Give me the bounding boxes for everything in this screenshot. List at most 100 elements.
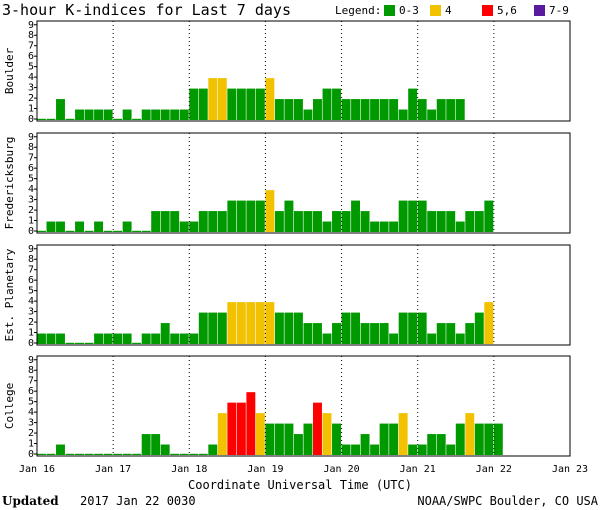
bar-boulder-22 xyxy=(246,88,256,120)
y-tick-label: 4 xyxy=(28,72,34,83)
bar-college-44 xyxy=(455,423,465,455)
y-tick-label: 9 xyxy=(28,132,34,143)
bar-college-46 xyxy=(474,423,484,455)
bar-college-3 xyxy=(65,453,75,455)
bar-boulder-12 xyxy=(151,109,161,120)
y-tick-label: 9 xyxy=(28,20,34,31)
bar-fredericksburg-43 xyxy=(446,211,456,232)
bar-boulder-39 xyxy=(408,88,418,120)
legend-swatch-0-3 xyxy=(384,5,395,16)
legend-swatch-4 xyxy=(430,5,441,16)
bar-boulder-42 xyxy=(436,99,446,120)
bar-college-45 xyxy=(465,413,475,455)
bar-est-planetary-27 xyxy=(293,312,303,344)
y-tick-label: 8 xyxy=(28,30,34,41)
bar-boulder-13 xyxy=(160,109,170,120)
bar-boulder-24 xyxy=(265,78,275,120)
bar-fredericksburg-6 xyxy=(94,221,104,232)
series-name-fredericksburg: Fredericksburg xyxy=(3,137,16,230)
bar-college-30 xyxy=(322,413,332,455)
bar-college-6 xyxy=(94,453,104,455)
bar-fredericksburg-39 xyxy=(408,200,418,232)
bar-fredericksburg-35 xyxy=(370,221,380,232)
y-tick-label: 2 xyxy=(28,205,34,216)
bar-boulder-18 xyxy=(208,78,218,120)
bar-college-40 xyxy=(417,444,427,455)
x-tick-label: Jan 21 xyxy=(400,464,436,475)
bar-est-planetary-33 xyxy=(351,312,361,344)
y-tick-label: 1 xyxy=(28,328,34,339)
y-tick-label: 6 xyxy=(28,275,34,286)
series-name-boulder: Boulder xyxy=(3,47,16,94)
y-tick-label: 3 xyxy=(28,83,34,94)
bar-boulder-41 xyxy=(427,109,437,120)
bar-boulder-38 xyxy=(398,109,408,120)
panel-frame xyxy=(36,20,571,122)
bar-fredericksburg-27 xyxy=(293,211,303,232)
bar-est-planetary-12 xyxy=(151,333,161,344)
bar-fredericksburg-31 xyxy=(332,211,341,232)
bar-est-planetary-24 xyxy=(265,302,275,344)
bar-est-planetary-8 xyxy=(113,333,123,344)
bar-fredericksburg-1 xyxy=(46,221,56,232)
bar-est-planetary-17 xyxy=(198,312,208,344)
bar-fredericksburg-20 xyxy=(227,200,237,232)
x-tick-label: Jan 22 xyxy=(476,464,512,475)
bar-college-27 xyxy=(293,434,303,455)
bar-boulder-30 xyxy=(322,88,332,120)
bar-est-planetary-29 xyxy=(313,323,322,344)
bar-boulder-35 xyxy=(370,99,380,120)
bar-est-planetary-19 xyxy=(217,312,227,344)
bar-est-planetary-44 xyxy=(455,333,465,344)
bar-boulder-0 xyxy=(37,118,46,120)
y-tick-label: 6 xyxy=(28,51,34,62)
bar-college-33 xyxy=(351,444,361,455)
bar-fredericksburg-17 xyxy=(198,211,208,232)
bar-fredericksburg-10 xyxy=(132,230,142,232)
bar-est-planetary-39 xyxy=(408,312,418,344)
bar-est-planetary-2 xyxy=(56,333,65,344)
bar-est-planetary-1 xyxy=(46,333,56,344)
bar-fredericksburg-37 xyxy=(389,221,399,232)
y-tick-label: 1 xyxy=(28,216,34,227)
bar-college-29 xyxy=(313,402,322,455)
bar-boulder-11 xyxy=(141,109,151,120)
panel-frame xyxy=(36,132,571,234)
bar-fredericksburg-28 xyxy=(303,211,313,232)
bar-est-planetary-45 xyxy=(465,323,475,344)
legend-entry-5-6: 5,6 xyxy=(497,4,517,17)
x-axis: Jan 16 Jan 17 Jan 18 Jan 19 Jan 20 Jan 21 Jan … xyxy=(19,464,588,475)
bar-est-planetary-23 xyxy=(255,302,265,344)
bar-est-planetary-14 xyxy=(170,333,180,344)
bar-college-47 xyxy=(484,423,494,455)
bar-fredericksburg-38 xyxy=(398,200,408,232)
x-tick-label: Jan 18 xyxy=(171,464,207,475)
bar-boulder-29 xyxy=(313,99,322,120)
bar-college-4 xyxy=(75,453,84,455)
series-name-college: College xyxy=(3,383,16,429)
legend-label: Legend: xyxy=(335,4,381,17)
bar-college-39 xyxy=(408,444,418,455)
bar-boulder-9 xyxy=(122,109,132,120)
bar-fredericksburg-0 xyxy=(37,230,46,232)
bar-boulder-21 xyxy=(236,88,246,120)
x-tick-label: Jan 20 xyxy=(324,464,360,475)
y-tick-label: 6 xyxy=(28,163,34,174)
bar-est-planetary-4 xyxy=(75,342,84,344)
bar-est-planetary-36 xyxy=(379,323,389,344)
bar-est-planetary-16 xyxy=(189,333,199,344)
bar-college-14 xyxy=(170,453,180,455)
bar-boulder-23 xyxy=(255,88,265,120)
bar-fredericksburg-42 xyxy=(436,211,446,232)
bar-fredericksburg-3 xyxy=(65,230,75,232)
bar-est-planetary-20 xyxy=(227,302,237,344)
bar-est-planetary-38 xyxy=(398,312,408,344)
bar-fredericksburg-23 xyxy=(255,200,265,232)
bar-est-planetary-3 xyxy=(65,342,75,344)
x-tick-label: Jan 23 xyxy=(552,464,588,475)
panels: 0123456789Boulder0123456789Fredericksbur… xyxy=(3,20,571,460)
panel-frame xyxy=(36,355,571,457)
